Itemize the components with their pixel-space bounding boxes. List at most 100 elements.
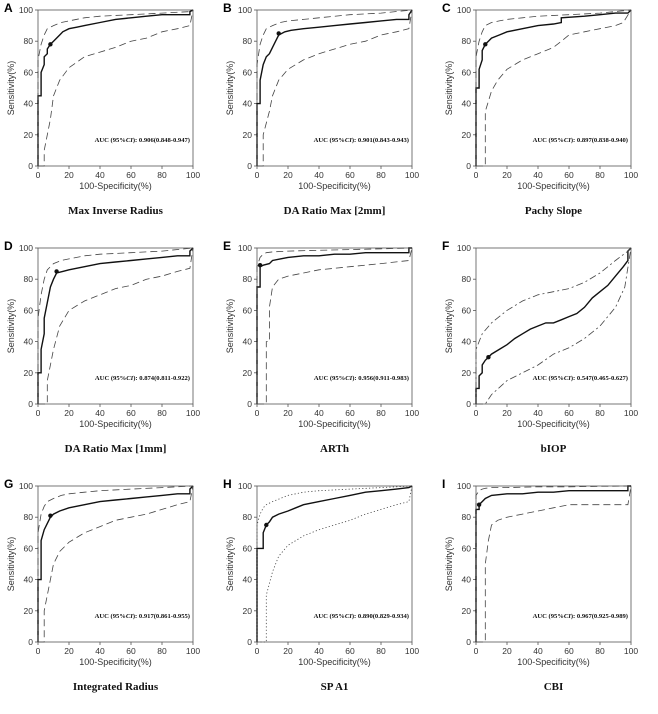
- roc-panel-d: D 0 0 20 20 40 40 60 60 80 80 100 100 100-Specificity…: [0, 238, 219, 476]
- y-tick-label: 20: [24, 130, 34, 140]
- y-tick-label: 20: [243, 606, 253, 616]
- y-tick-label: 20: [462, 130, 472, 140]
- auc-annotation: AUC (95%CI): 0.890(0.829-0.934): [314, 613, 409, 620]
- y-tick-label: 40: [462, 337, 472, 347]
- y-tick-label: 100: [19, 5, 33, 15]
- y-tick-label: 40: [462, 99, 472, 109]
- auc-value: ): 0.967(0.925-0.989): [571, 613, 628, 620]
- y-tick-label: 20: [462, 368, 472, 378]
- x-tick-label: 80: [595, 646, 605, 656]
- auc-annotation: AUC (95%CI): 0.901(0.843-0.943): [314, 137, 409, 144]
- y-tick-label: 80: [24, 274, 34, 284]
- y-tick-label: 100: [457, 5, 471, 15]
- roc-curve: [37, 9, 194, 166]
- x-tick-label: 0: [255, 170, 260, 180]
- cutoff-point: [483, 42, 488, 47]
- roc-chart-c: C 00 20 20 40 40 60 60 80 80 100 100 100-Specificity…: [442, 1, 638, 217]
- x-tick-label: 100: [186, 646, 200, 656]
- panel-letter: E: [223, 239, 231, 253]
- roc-curve: [256, 247, 412, 404]
- panel-caption: SP A1: [321, 681, 349, 693]
- y-tick-label: 20: [24, 368, 34, 378]
- auc-annotation: AUC (95%CI): 0.906(0.848-0.947): [95, 137, 190, 144]
- y-tick-label: 80: [243, 36, 253, 46]
- auc-prefix: AUC (95%: [314, 613, 345, 620]
- auc-annotation: AUC (95%CI): 0.547(0.465-0.627): [533, 375, 628, 382]
- x-tick-label: 0: [474, 170, 479, 180]
- y-tick-label: 80: [462, 36, 472, 46]
- panel-caption: bIOP: [541, 443, 567, 455]
- auc-value: ): 0.890(0.829-0.934): [352, 613, 409, 620]
- roc-chart-a: A 00 20 20 40 40 60 60 80 80 100 100 100-Specificity…: [4, 1, 200, 217]
- auc-annotation: AUC (95%CI): 0.956(0.911-0.983): [314, 375, 409, 382]
- x-axis-label: 100-Specificity(%): [79, 657, 152, 667]
- x-tick-label: 0: [474, 646, 479, 656]
- cutoff-point: [476, 502, 482, 507]
- roc-chart-g: G 00 20 20 40 40 60 60 80 80 100 100 100-Specificity…: [4, 477, 200, 693]
- y-axis-label: Sensitivity(%): [225, 61, 235, 116]
- ci-lower-curve: [257, 485, 413, 643]
- x-tick-label: 60: [126, 408, 136, 418]
- x-tick-label: 0: [36, 170, 41, 180]
- auc-annotation: AUC (95%CI): 0.874(0.811-0.922): [95, 375, 190, 382]
- x-tick-label: 60: [564, 170, 574, 180]
- x-tick-label: 20: [64, 408, 74, 418]
- x-tick-label: 100: [624, 170, 638, 180]
- y-axis-label: Sensitivity(%): [444, 537, 454, 592]
- y-tick-label: 60: [462, 305, 472, 315]
- panel-letter: C: [442, 1, 451, 15]
- x-tick-label: 100: [405, 408, 419, 418]
- y-tick-label: 60: [24, 67, 34, 77]
- panel-letter: H: [223, 477, 232, 491]
- auc-prefix: AUC (95%: [533, 613, 564, 620]
- auc-annotation: AUC (95%CI): 0.967(0.925-0.989): [533, 613, 628, 620]
- x-tick-label: 20: [502, 170, 512, 180]
- auc-prefix: AUC (95%: [533, 137, 564, 144]
- ci-lower-curve: [257, 247, 413, 405]
- roc-chart-i: I 00 20 20 40 40 60 60 80 80 100 100 100-Specificity…: [442, 477, 638, 693]
- x-tick-label: 100: [624, 408, 638, 418]
- x-tick-label: 20: [283, 170, 293, 180]
- x-tick-label: 80: [376, 170, 386, 180]
- x-tick-label: 20: [283, 408, 293, 418]
- roc-chart-b: B 00 20 20 40 40 60 60 80 80 100 100 100-Specificity…: [223, 1, 419, 217]
- x-tick-label: 100: [624, 646, 638, 656]
- x-tick-label: 60: [564, 408, 574, 418]
- roc-curve: [475, 247, 632, 404]
- roc-panel-f: F 0 0 20 20 40 40 60 60 80 80 100 100 100-Specificity…: [438, 238, 657, 476]
- x-tick-label: 80: [376, 646, 386, 656]
- panel-letter: A: [4, 1, 13, 15]
- cutoff-point: [54, 269, 59, 274]
- y-tick-label: 100: [19, 481, 33, 491]
- x-tick-label: 60: [345, 646, 355, 656]
- auc-prefix: AUC (95%: [314, 137, 345, 144]
- panel-caption: Max Inverse Radius: [68, 205, 163, 217]
- panel-caption: Integrated Radius: [73, 681, 159, 693]
- y-tick-label: 40: [243, 99, 253, 109]
- x-tick-label: 80: [157, 646, 167, 656]
- y-tick-label: 0: [247, 399, 252, 409]
- y-tick-label: 100: [238, 243, 252, 253]
- y-tick-label: 0: [466, 161, 471, 171]
- y-tick-label: 20: [462, 606, 472, 616]
- roc-curve: [37, 485, 194, 642]
- auc-ci-label: CI: [564, 137, 571, 144]
- y-tick-label: 20: [24, 606, 34, 616]
- ci-upper-curve: [475, 9, 632, 166]
- panel-caption: Pachy Slope: [525, 205, 582, 217]
- x-tick-label: 60: [345, 170, 355, 180]
- y-tick-label: 80: [243, 274, 253, 284]
- y-tick-label: 80: [24, 36, 34, 46]
- roc-panel-i: I 0 0 20 20 40 40 60 60 80 80 100 100 100-Specificity…: [438, 476, 657, 714]
- x-tick-label: 20: [502, 408, 512, 418]
- plot-frame: [475, 247, 632, 405]
- x-tick-label: 100: [186, 408, 200, 418]
- x-tick-label: 60: [345, 408, 355, 418]
- roc-panel-a: A 0 0 20 20 40 40 60 60 80 80 100 100 100-Specificity…: [0, 0, 219, 238]
- y-axis-label: Sensitivity(%): [6, 299, 16, 354]
- y-axis-label: Sensitivity(%): [225, 537, 235, 592]
- ci-upper-curve: [37, 9, 194, 166]
- auc-ci-label: CI: [345, 137, 352, 144]
- roc-chart-d: D 00 20 20 40 40 60 60 80 80 100 100 100-Specificity…: [4, 239, 200, 455]
